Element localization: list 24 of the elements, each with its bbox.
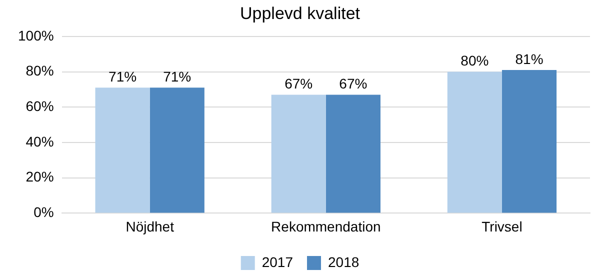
data-label: 71% [163, 68, 192, 85]
y-tick-label: 80% [26, 62, 54, 79]
y-tick-label: 100% [18, 27, 54, 44]
bar [502, 70, 557, 213]
data-label: 71% [108, 68, 137, 85]
x-tick-label: Rekommendation [271, 218, 381, 234]
legend-label: 2018 [328, 254, 360, 270]
y-tick-label: 60% [26, 98, 54, 114]
bar [95, 88, 150, 213]
chart-title: Upplevd kvalitet [240, 4, 360, 23]
legend-label: 2017 [262, 254, 294, 270]
y-tick-label: 20% [26, 168, 54, 185]
y-tick-label: 0% [34, 204, 54, 220]
data-label: 67% [284, 76, 313, 92]
data-label: 80% [460, 52, 489, 69]
x-tick-label: Trivsel [482, 218, 522, 234]
data-label: 67% [339, 76, 368, 92]
x-tick-label: Nöjdhet [126, 218, 174, 234]
bar [447, 72, 502, 213]
bar [271, 94, 326, 213]
data-label: 81% [515, 50, 544, 67]
bar [150, 88, 204, 213]
y-tick-label: 40% [26, 133, 54, 150]
bar [326, 94, 380, 213]
